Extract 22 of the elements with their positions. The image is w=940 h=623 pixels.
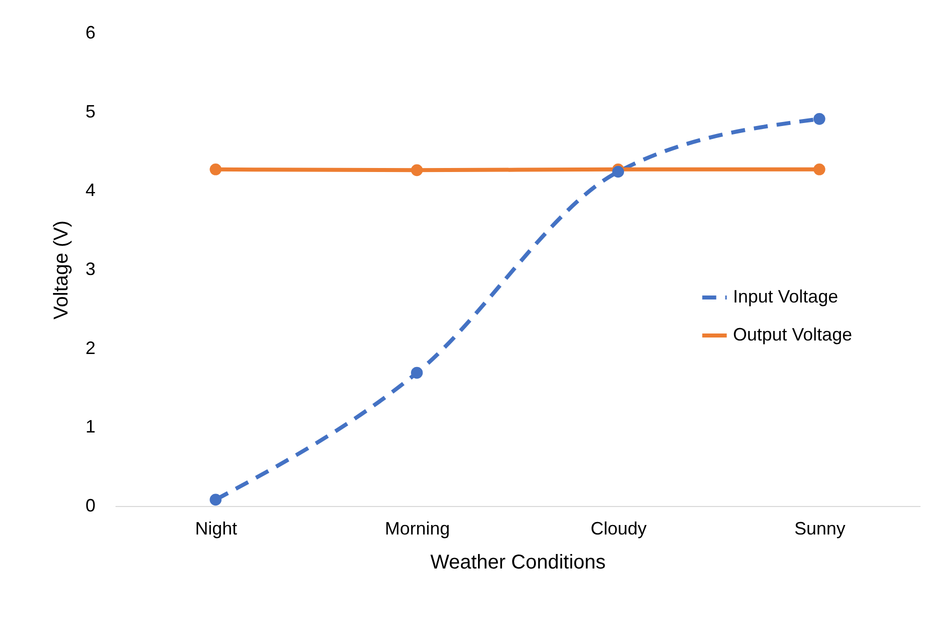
y-tick-label: 0 [85, 496, 96, 516]
x-tick-label: Night [195, 518, 238, 538]
x-tick-label: Sunny [794, 518, 846, 538]
y-tick-label: 2 [85, 338, 96, 358]
point [210, 494, 222, 506]
legend-label: Output Voltage [733, 324, 852, 344]
point [410, 164, 423, 176]
point [612, 166, 624, 178]
x-tick-label: Morning [384, 518, 450, 538]
y-tick-label: 3 [85, 259, 96, 279]
y-tick-label: 5 [85, 101, 96, 122]
point [813, 113, 826, 125]
y-tick-label: 6 [85, 22, 96, 42]
point [210, 163, 222, 176]
point [410, 366, 423, 379]
y-tick-label: 1 [85, 416, 96, 437]
x-tick-label: Cloudy [590, 518, 647, 538]
point [813, 163, 826, 176]
y-axis-title: Voltage (V) [50, 220, 72, 320]
legend-label: Input Voltage [733, 286, 838, 306]
y-tick-label: 4 [85, 180, 96, 200]
x-axis-title: Weather Conditions [430, 552, 606, 574]
